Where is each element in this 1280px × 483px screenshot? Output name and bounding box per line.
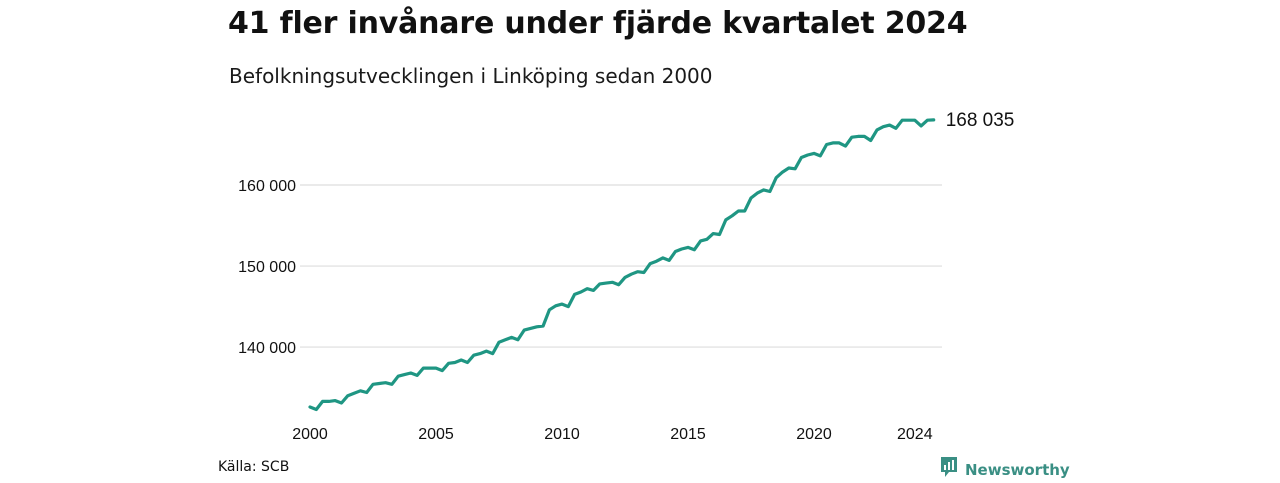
x-tick-label: 2024 — [897, 426, 933, 443]
chart-title: 41 fler invånare under fjärde kvartalet … — [228, 6, 968, 41]
x-tick-label: 2010 — [544, 426, 580, 443]
brand-name: Newsworthy — [965, 460, 1070, 479]
grid-layer — [300, 184, 942, 348]
y-tick-label: 150 000 — [238, 259, 296, 276]
bar-chart-logo-icon — [939, 456, 959, 483]
x-tick-label: 2000 — [292, 426, 328, 443]
chart-subtitle: Befolkningsutvecklingen i Linköping seda… — [229, 64, 713, 88]
y-tick-label: 160 000 — [238, 178, 296, 195]
source-label: Källa: SCB — [218, 459, 290, 475]
end-value-label: 168 035 — [946, 110, 1015, 131]
x-tick-label: 2005 — [418, 426, 454, 443]
y-tick-label: 140 000 — [238, 340, 296, 357]
population-line — [308, 118, 936, 412]
x-axis-ticks: 2000 2005 2010 2015 2020 2024 — [292, 426, 932, 443]
x-tick-label: 2020 — [796, 426, 832, 443]
x-tick-label: 2015 — [670, 426, 706, 443]
brand-logo: Newsworthy — [939, 456, 1070, 483]
y-axis-ticks: 140 000 150 000 160 000 — [238, 178, 296, 357]
